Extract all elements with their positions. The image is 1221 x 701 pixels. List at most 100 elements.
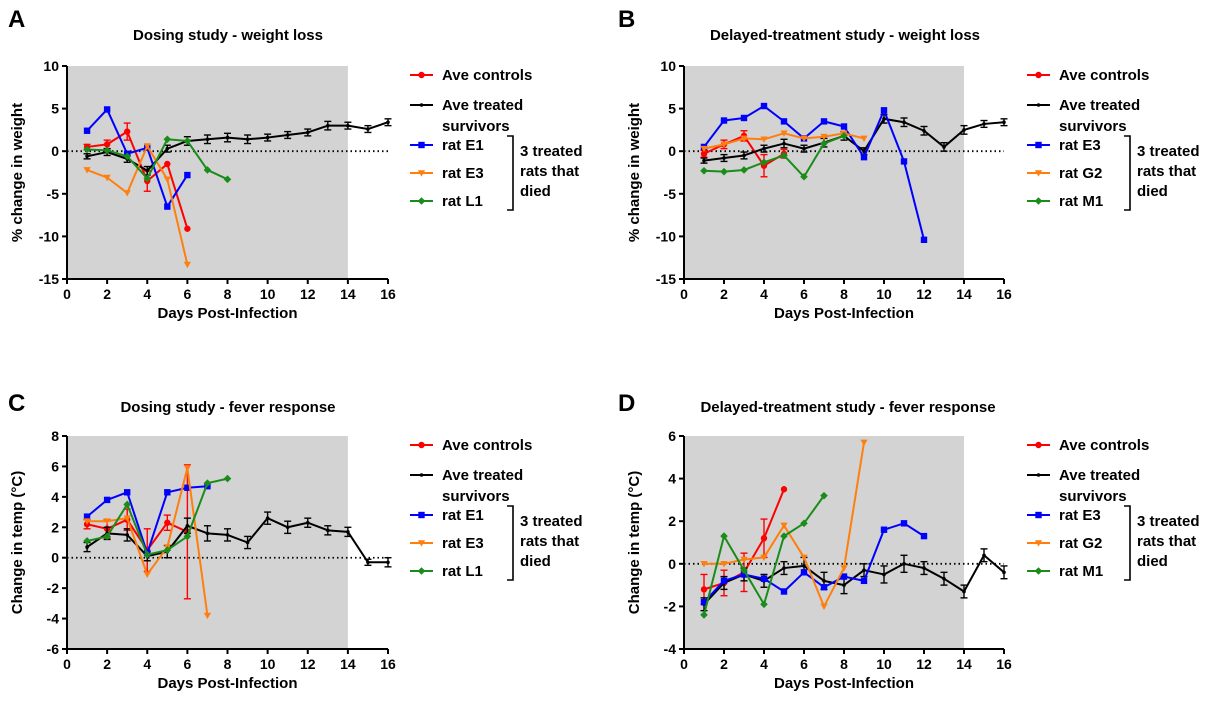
legend-label: rat G2: [1059, 535, 1102, 552]
data-point: [780, 151, 788, 160]
legend-bracket: [507, 135, 514, 211]
data-point: [720, 532, 728, 540]
legend-label: rat M1: [1059, 563, 1103, 580]
legend-item: Ave treated survivors: [1027, 467, 1140, 505]
legend-label: rat E3: [442, 535, 484, 552]
x-tick-label: 14: [340, 656, 356, 672]
panel-letter: D: [618, 390, 635, 417]
data-point: [83, 127, 91, 134]
data-point: [922, 128, 926, 133]
data-point: [245, 540, 250, 545]
data-point: [742, 153, 746, 158]
y-tick-label: 0: [668, 556, 676, 572]
x-tick-label: 6: [800, 656, 808, 672]
data-point: [305, 520, 310, 525]
data-point: [265, 135, 270, 140]
legend-item: rat L1: [410, 563, 483, 580]
data-point: [326, 528, 330, 533]
chart-panel-c: C Dosing study - fever response 0 2 4 6 8 10 12 1…: [8, 390, 583, 692]
bracket-label: died: [1137, 183, 1168, 200]
data-point: [326, 123, 330, 128]
data-point: [760, 136, 768, 143]
legend-swatch-marker: [1035, 71, 1042, 79]
x-tick-label: 2: [103, 656, 111, 672]
y-axis-label: % change in weight: [9, 103, 26, 242]
data-point: [83, 518, 91, 525]
bracket-label: died: [520, 553, 551, 570]
data-point: [780, 588, 788, 595]
data-point: [386, 560, 390, 565]
legend-item: Ave controls: [410, 437, 532, 454]
data-point: [762, 146, 766, 151]
y-tick-label: 2: [51, 519, 59, 535]
data-point: [800, 135, 808, 143]
data-point: [820, 491, 828, 500]
legend-label: rat G2: [1059, 165, 1102, 182]
data-point: [85, 154, 89, 159]
legend-item: rat M1: [1027, 563, 1103, 580]
legend: Ave controls Ave treated survivors rat E1 ra…: [410, 67, 583, 211]
data-point: [203, 479, 212, 487]
legend-item: rat E1: [410, 137, 484, 154]
data-point: [720, 141, 728, 148]
legend-swatch-marker: [1035, 441, 1042, 449]
series-line: [86, 145, 189, 265]
x-tick-label: 0: [680, 656, 688, 672]
bracket-label: rats that: [520, 533, 579, 550]
legend-swatch-marker: [1035, 511, 1042, 519]
data-point: [103, 146, 111, 155]
x-axis-label: Days Post-Infection: [774, 675, 914, 692]
data-point: [720, 561, 728, 568]
data-point: [225, 135, 230, 140]
data-point: [720, 117, 728, 124]
data-point: [183, 137, 192, 145]
y-tick-label: 4: [51, 489, 59, 505]
chart-title: Delayed-treatment study - fever response: [700, 399, 995, 416]
y-tick-label: 10: [660, 58, 676, 74]
series-line: [703, 105, 925, 241]
x-tick-label: 2: [720, 656, 728, 672]
data-point: [223, 175, 232, 184]
data-point: [780, 486, 788, 493]
data-point: [782, 566, 786, 570]
data-point: [780, 130, 788, 137]
y-tick-label: -15: [39, 271, 59, 287]
treatment-shaded-region: [684, 436, 964, 649]
series-line: [703, 554, 1005, 605]
data-point: [820, 139, 828, 148]
data-point: [103, 518, 111, 525]
data-point: [800, 519, 808, 528]
bracket-label: 3 treated: [520, 513, 583, 530]
chart-title: Dosing study - weight loss: [133, 27, 323, 44]
series-rat-g2: [700, 130, 868, 153]
data-point: [285, 525, 290, 530]
data-point: [822, 579, 826, 583]
treatment-shaded-region: [684, 66, 964, 279]
legend-swatch-marker: [419, 103, 424, 107]
series-rat-e3: [83, 465, 212, 620]
x-tick-label: 0: [63, 656, 71, 672]
legend-swatch-marker: [1035, 141, 1042, 149]
y-tick-label: 5: [668, 101, 676, 117]
data-point: [143, 571, 151, 579]
y-tick-label: 6: [668, 428, 676, 444]
y-tick-label: -4: [664, 641, 677, 657]
data-point: [123, 500, 131, 509]
legend-item: Ave treated survivors: [410, 467, 523, 505]
data-point: [740, 114, 748, 122]
legend: Ave controls Ave treated survivors rat E1 ra…: [410, 437, 583, 581]
legend-label: rat E3: [1059, 137, 1101, 154]
legend-item: rat E3: [410, 535, 484, 552]
data-point: [982, 553, 986, 558]
y-tick-label: -15: [656, 271, 676, 287]
series-line: [86, 477, 228, 556]
y-tick-label: 0: [51, 143, 59, 159]
data-point: [840, 573, 848, 580]
data-point: [145, 168, 150, 173]
legend: Ave controls Ave treated survivors rat E3 ra…: [1027, 67, 1200, 211]
panel-letter: A: [8, 6, 25, 33]
data-point: [740, 556, 748, 564]
data-point: [164, 519, 171, 526]
data-point: [203, 166, 212, 174]
